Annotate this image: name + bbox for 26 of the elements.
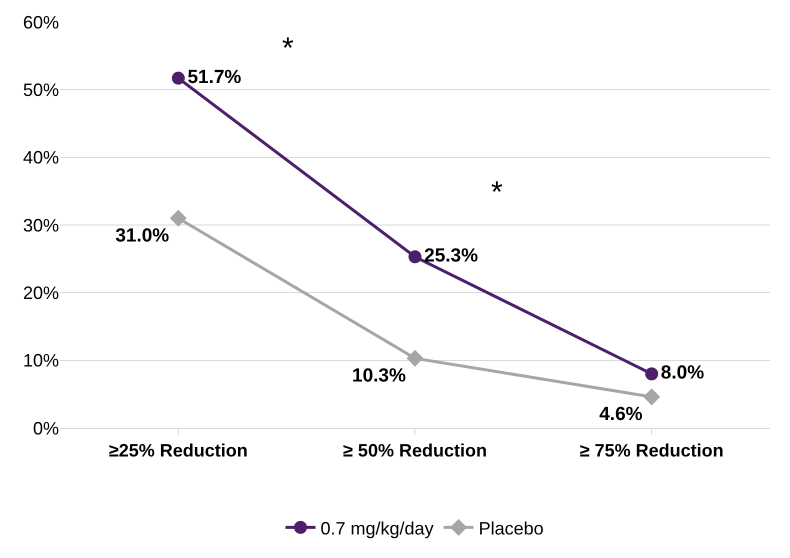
legend-label: Placebo xyxy=(478,518,544,538)
x-tick-label: ≥ 50% Reduction xyxy=(343,440,487,461)
data-label: 4.6% xyxy=(599,404,643,426)
y-tick-label: 40% xyxy=(22,148,59,168)
x-tick-label: ≥25% Reduction xyxy=(108,440,248,461)
data-label: 10.3% xyxy=(352,366,406,387)
x-tick-label: ≥ 75% Reduction xyxy=(580,440,724,461)
y-tick-label: 20% xyxy=(22,282,59,303)
point xyxy=(170,210,187,227)
point xyxy=(645,367,658,380)
y-tick-label: 0% xyxy=(32,418,59,438)
data-label: 25.3% xyxy=(424,246,478,267)
point xyxy=(172,72,185,85)
point xyxy=(406,350,424,367)
y-tick-label: 30% xyxy=(22,215,59,236)
data-label: 8.0% xyxy=(660,362,704,384)
legend-label: 0.7 mg/kg/day xyxy=(320,518,434,538)
point xyxy=(643,388,660,406)
annotation: * xyxy=(282,32,294,65)
y-tick-label: 50% xyxy=(22,80,59,100)
data-label: 31.0% xyxy=(115,226,170,247)
y-tick-label: 10% xyxy=(22,350,59,371)
point xyxy=(408,250,422,264)
annotation: * xyxy=(491,176,503,209)
y-tick-label: 60% xyxy=(22,12,59,32)
data-label: 51.7% xyxy=(187,66,242,88)
